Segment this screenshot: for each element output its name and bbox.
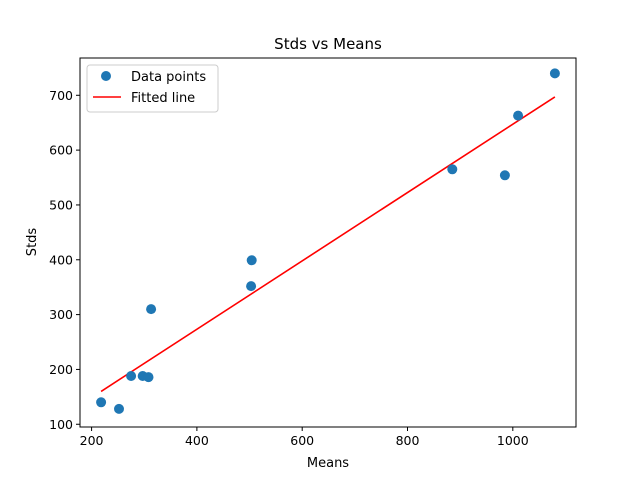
plot-area <box>80 58 576 427</box>
data-point-8 <box>447 164 458 175</box>
y-tick-label-400: 400 <box>49 252 73 267</box>
data-point-9 <box>499 170 510 181</box>
y-tick-label-600: 600 <box>49 143 73 158</box>
x-tick-label-1000: 1000 <box>497 433 529 448</box>
legend-marker-points <box>101 71 111 81</box>
x-tick-label-200: 200 <box>80 433 104 448</box>
y-tick-label-700: 700 <box>49 88 73 103</box>
x-tick-label-800: 800 <box>396 433 420 448</box>
fitted-line <box>100 96 556 393</box>
plot-frame <box>79 57 577 428</box>
x-tick-label-400: 400 <box>185 433 209 448</box>
y-axis-ticks: 100 200 300 400 500 600 700 <box>49 88 80 432</box>
data-point-1 <box>114 403 124 414</box>
y-axis-label: Stds <box>25 228 40 257</box>
data-point-5 <box>146 304 157 315</box>
chart-title: Stds vs Means <box>274 35 382 53</box>
data-point-7 <box>246 255 257 266</box>
data-point-10 <box>513 110 524 121</box>
y-tick-label-100: 100 <box>49 417 73 432</box>
data-point-4 <box>143 372 154 383</box>
y-tick-label-300: 300 <box>49 307 73 322</box>
data-point-2 <box>126 371 137 381</box>
x-tick-label-600: 600 <box>290 433 314 448</box>
data-point-0 <box>96 397 107 408</box>
x-axis-label: Means <box>307 456 349 471</box>
series-layer <box>96 68 560 414</box>
x-axis-ticks: 200 400 600 800 1000 <box>80 427 529 448</box>
y-tick-label-200: 200 <box>49 362 73 377</box>
legend-box <box>86 64 219 113</box>
data-point-11 <box>549 68 560 79</box>
y-tick-label-500: 500 <box>49 197 73 212</box>
legend-label-points: Data points <box>131 70 206 85</box>
data-point-6 <box>246 281 257 292</box>
legend: Data points Fitted line <box>86 64 219 113</box>
legend-label-line: Fitted line <box>131 91 195 106</box>
